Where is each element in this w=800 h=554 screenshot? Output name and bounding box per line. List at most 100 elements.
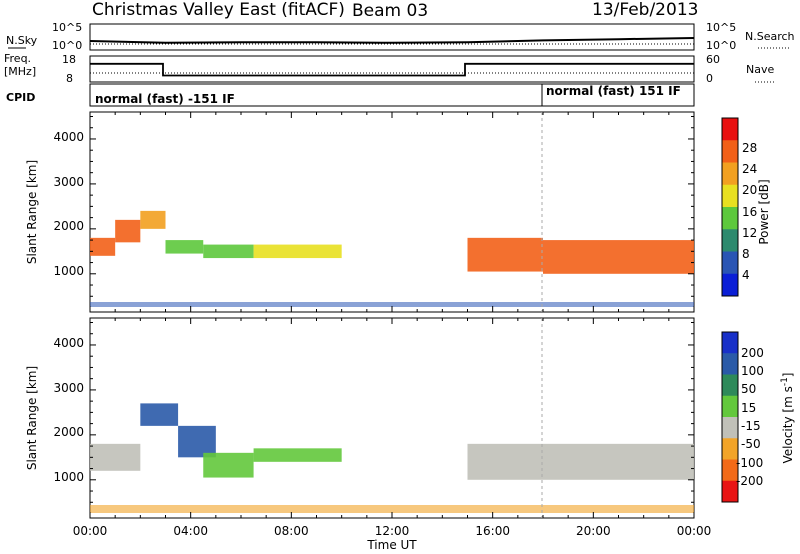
velocity-scale-tick-neg50: -50 <box>741 437 761 451</box>
noise-traces <box>89 37 695 45</box>
power-colorbar-segment <box>722 118 738 141</box>
power-scale-tick-8: 8 <box>742 247 750 261</box>
velocity-colorbar-frame <box>721 331 739 503</box>
x-tick-2000: 20:00 <box>576 524 611 538</box>
freq-tick-top: 18 <box>62 53 76 66</box>
power-ytick-4000: 4000 <box>53 130 84 144</box>
velocity-panel-frame <box>89 317 695 519</box>
power-echo-band <box>115 219 141 243</box>
power-scale-tick-24: 24 <box>742 162 757 176</box>
power-scale-label: Power [dB] <box>757 179 771 244</box>
velocity-scale-tick-100: 100 <box>741 364 764 378</box>
noise-left-tick-top: 10^5 <box>52 21 82 34</box>
power-echo-band <box>140 210 166 229</box>
x-tick-0000: 00:00 <box>73 524 108 538</box>
nave-tick-top: 60 <box>706 53 720 66</box>
velocity-ytick-2000: 2000 <box>53 425 84 439</box>
velocity-echo-band <box>140 403 179 426</box>
power-echo-band <box>543 240 694 274</box>
velocity-echo-band <box>253 448 342 462</box>
velocity-colorbar-segment <box>722 374 738 397</box>
velocity-ytick-4000: 4000 <box>53 336 84 350</box>
power-ytick-2000: 2000 <box>53 219 84 233</box>
velocity-colorbar-segment <box>722 438 738 460</box>
power-scale-tick-4: 4 <box>742 268 750 282</box>
velocity-scale-tick-neg200: -200 <box>736 474 763 488</box>
velocity-scale-tick-15: 15 <box>741 401 756 415</box>
velocity-scale-tick-200: 200 <box>741 346 764 360</box>
power-near-range-echoes <box>90 302 694 307</box>
freq-tick-bottom: 8 <box>66 72 73 85</box>
velocity-scale-tick-neg15: -15 <box>741 419 761 433</box>
velocity-echo-band <box>90 443 141 471</box>
noise-sky-line <box>89 37 695 44</box>
power-ylabel: Slant Range [km] <box>25 160 39 264</box>
power-ytick-3000: 3000 <box>53 175 84 189</box>
noise-left-tick-bottom: 10^0 <box>52 39 82 52</box>
velocity-ytick-1000: 1000 <box>53 470 84 484</box>
noise-right-label: N.Search <box>745 30 795 43</box>
freq-traces <box>90 62 694 77</box>
station-title: Christmas Valley East (fitACF) <box>92 0 345 20</box>
power-colorbar-segment <box>722 184 738 208</box>
velocity-scale-tick-neg100: -100 <box>736 456 763 470</box>
x-tick-2400: 00:00 <box>677 524 712 538</box>
cpid-mode-1: normal (fast) -151 IF <box>95 92 235 106</box>
cpid-panel-frame <box>89 83 695 107</box>
velocity-colorbar-segment <box>722 395 738 418</box>
power-colorbar-segment <box>722 229 738 252</box>
power-echo-band <box>467 237 543 272</box>
noise-panel-frame <box>89 23 695 51</box>
velocity-echoes <box>89 318 695 518</box>
power-colorbar-segment <box>722 140 738 163</box>
power-colorbar <box>721 117 739 297</box>
velocity-echo-band <box>467 443 694 480</box>
freq-unit-label: [MHz] <box>4 65 36 78</box>
velocity-scale-tick-50: 50 <box>741 382 756 396</box>
cpid-mode-2: normal (fast) 151 IF <box>546 84 681 98</box>
cpid-label: CPID <box>6 91 35 104</box>
velocity-colorbar-segment <box>722 459 738 482</box>
velocity-colorbar-segment <box>722 353 738 375</box>
power-colorbar-segment <box>722 207 738 230</box>
noise-left-label: N.Sky <box>6 34 38 47</box>
power-echo-band <box>165 240 204 254</box>
nave-label: Nave <box>746 63 774 76</box>
power-colorbar-segment <box>722 162 738 186</box>
freq-label: Freq. <box>4 52 31 65</box>
velocity-colorbar-segment <box>722 332 738 354</box>
noise-right-tick-bottom: 10^0 <box>706 39 736 52</box>
power-scale-tick-16: 16 <box>742 205 757 219</box>
velocity-colorbar-segment <box>722 417 738 439</box>
power-echo-band <box>203 244 254 259</box>
velocity-ylabel: Slant Range [km] <box>25 366 39 470</box>
power-echo-band <box>253 244 342 259</box>
power-echoes <box>89 112 695 312</box>
velocity-ytick-3000: 3000 <box>53 381 84 395</box>
x-tick-1600: 16:00 <box>475 524 510 538</box>
power-scale-tick-28: 28 <box>742 141 757 155</box>
freq-panel-frame <box>89 55 695 83</box>
power-scale-tick-12: 12 <box>742 226 757 240</box>
velocity-colorbar <box>721 331 739 503</box>
nave-tick-bottom: 0 <box>706 72 713 85</box>
x-tick-0400: 04:00 <box>173 524 208 538</box>
power-colorbar-segment <box>722 251 738 275</box>
velocity-near-range-echoes <box>90 505 694 513</box>
date-label: 13/Feb/2013 <box>592 0 698 20</box>
x-tick-1200: 12:00 <box>375 524 410 538</box>
power-colorbar-segment <box>722 273 738 297</box>
velocity-echo-band <box>203 452 254 478</box>
x-axis-label: Time UT <box>366 538 417 552</box>
x-tick-0800: 08:00 <box>274 524 309 538</box>
noise-right-tick-top: 10^5 <box>706 21 736 34</box>
velocity-scale-label: Velocity [m s-1] <box>780 373 795 464</box>
frequency-line <box>90 62 694 77</box>
velocity-echo-band <box>178 425 216 458</box>
power-ytick-1000: 1000 <box>53 264 84 278</box>
power-scale-tick-20: 20 <box>742 183 757 197</box>
power-colorbar-frame <box>721 117 739 297</box>
power-panel-frame <box>89 111 695 313</box>
beam-label: Beam 03 <box>352 1 428 21</box>
